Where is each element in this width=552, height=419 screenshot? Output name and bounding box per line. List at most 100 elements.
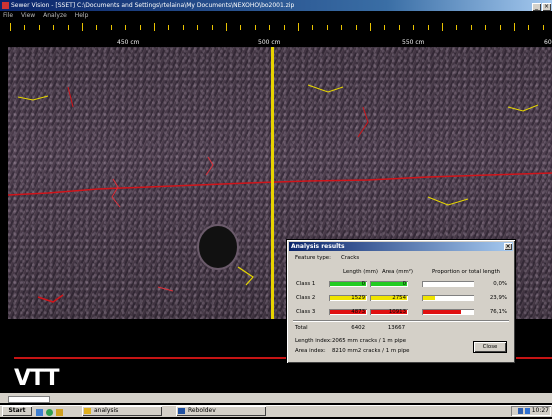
distance-ruler: 450 cm 500 cm 550 cm 60 bbox=[0, 21, 552, 47]
pipe-image-view[interactable] bbox=[8, 47, 552, 319]
ruler-tick bbox=[168, 25, 169, 30]
ruler-tick bbox=[10, 23, 11, 31]
dialog-title: Analysis results bbox=[291, 243, 345, 250]
ruler-tick bbox=[384, 25, 385, 30]
menu-help[interactable]: Help bbox=[74, 12, 89, 19]
class-name: Class 3 bbox=[296, 309, 316, 315]
class-proportion: 23,9% bbox=[489, 295, 507, 301]
task-item-label: analysis bbox=[94, 407, 119, 414]
class-proportion: 76,1% bbox=[489, 309, 507, 315]
window-titlebar: Sewer Vision - [SSET] C:\Documents and S… bbox=[0, 0, 552, 11]
system-tray: 10:27 bbox=[511, 406, 551, 416]
ruler-tick bbox=[543, 25, 544, 30]
task-item-label: Reboldev bbox=[188, 407, 216, 414]
ruler-tick bbox=[197, 25, 198, 30]
proportion-bar bbox=[423, 310, 461, 314]
class-name: Class 2 bbox=[296, 295, 316, 301]
taskbar: Start analysis Reboldev 10:27 bbox=[0, 405, 552, 417]
ruler-tick bbox=[53, 25, 54, 30]
ruler-tick bbox=[82, 23, 83, 31]
ruler-tick bbox=[240, 25, 241, 30]
ruler-tick bbox=[96, 25, 97, 30]
area-header: Area (mm²) bbox=[382, 269, 413, 275]
window-title: Sewer Vision - [SSET] C:\Documents and S… bbox=[11, 2, 295, 9]
clock: 10:27 bbox=[531, 407, 549, 414]
app-icon bbox=[178, 408, 185, 414]
area-index-value: 8210 mm2 cracks / 1 m pipe bbox=[332, 348, 410, 354]
class-area: 10913 bbox=[388, 309, 406, 315]
ruler-tick bbox=[370, 23, 371, 31]
dialog-titlebar[interactable]: Analysis results × bbox=[289, 242, 513, 251]
close-button[interactable]: Close bbox=[474, 342, 506, 352]
ruler-tick bbox=[327, 25, 328, 30]
ruler-tick bbox=[485, 25, 486, 30]
browser-icon[interactable] bbox=[46, 409, 53, 416]
task-item-analysis[interactable]: analysis bbox=[82, 406, 162, 416]
total-length: 6402 bbox=[351, 325, 365, 331]
ruler-tick bbox=[140, 25, 141, 30]
ruler-label: 60 bbox=[544, 39, 552, 46]
red-divider bbox=[14, 357, 552, 359]
quick-launch bbox=[36, 407, 66, 419]
class-name: Class 1 bbox=[296, 281, 316, 287]
feature-type-value: Cracks bbox=[341, 255, 360, 261]
total-label: Total bbox=[295, 325, 308, 331]
ruler-tick bbox=[68, 25, 69, 30]
ruler-tick bbox=[442, 23, 443, 31]
network-icon[interactable] bbox=[517, 407, 523, 414]
ruler-label: 550 cm bbox=[402, 39, 425, 46]
length-index-value: 2065 mm cracks / 1 m pipe bbox=[332, 338, 407, 344]
dialog-separator bbox=[293, 320, 509, 321]
menu-view[interactable]: View bbox=[20, 12, 36, 19]
dialog-close-icon[interactable]: × bbox=[504, 243, 512, 250]
close-window-button[interactable]: × bbox=[542, 3, 551, 11]
ruler-tick bbox=[39, 25, 40, 30]
status-field[interactable] bbox=[8, 396, 50, 403]
ruler-tick bbox=[356, 25, 357, 30]
proportion-header: Proportion or total length bbox=[432, 269, 500, 275]
analysis-results-dialog: Analysis results × Feature type: Cracks … bbox=[287, 240, 515, 363]
menu-analyze[interactable]: Analyze bbox=[43, 12, 67, 19]
length-header: Length (mm) bbox=[343, 269, 379, 275]
ruler-tick bbox=[312, 25, 313, 30]
proportion-bar bbox=[423, 296, 435, 300]
total-area: 13667 bbox=[387, 325, 405, 331]
ruler-tick bbox=[183, 25, 184, 30]
desktop-icon[interactable] bbox=[36, 409, 43, 416]
ruler-tick bbox=[456, 25, 457, 30]
volume-icon[interactable] bbox=[524, 407, 530, 414]
ruler-tick bbox=[125, 25, 126, 30]
minimize-button[interactable]: _ bbox=[532, 3, 541, 11]
folder-icon[interactable] bbox=[56, 409, 63, 416]
area-index-label: Area index: bbox=[295, 348, 326, 354]
ruler-tick bbox=[471, 25, 472, 30]
class-length: 0 bbox=[361, 281, 365, 287]
ruler-tick bbox=[341, 25, 342, 30]
ruler-tick bbox=[428, 25, 429, 30]
ruler-tick bbox=[226, 23, 227, 31]
ruler-tick bbox=[528, 25, 529, 30]
ruler-tick bbox=[255, 25, 256, 30]
start-button[interactable]: Start bbox=[2, 406, 32, 416]
ruler-tick bbox=[284, 25, 285, 30]
ruler-tick bbox=[154, 23, 155, 31]
ruler-tick bbox=[500, 25, 501, 30]
ruler-label: 500 cm bbox=[258, 39, 281, 46]
class-length: 1529 bbox=[351, 295, 365, 301]
folder-icon bbox=[84, 408, 91, 414]
ruler-tick bbox=[413, 25, 414, 30]
crack-overlay bbox=[8, 84, 552, 303]
length-index-label: Length index: bbox=[295, 338, 332, 344]
feature-type-label: Feature type: bbox=[295, 255, 331, 261]
ruler-tick bbox=[514, 23, 515, 31]
ruler-label: 450 cm bbox=[117, 39, 140, 46]
task-item-reboldev[interactable]: Reboldev bbox=[176, 406, 266, 416]
ruler-tick bbox=[399, 25, 400, 30]
ruler-tick bbox=[298, 23, 299, 31]
class-area: 2754 bbox=[392, 295, 406, 301]
ruler-tick bbox=[111, 25, 112, 30]
position-cursor-line[interactable] bbox=[271, 47, 274, 319]
ruler-tick bbox=[24, 25, 25, 30]
menu-file[interactable]: File bbox=[3, 12, 14, 19]
vtt-logo: VTT bbox=[14, 366, 60, 391]
